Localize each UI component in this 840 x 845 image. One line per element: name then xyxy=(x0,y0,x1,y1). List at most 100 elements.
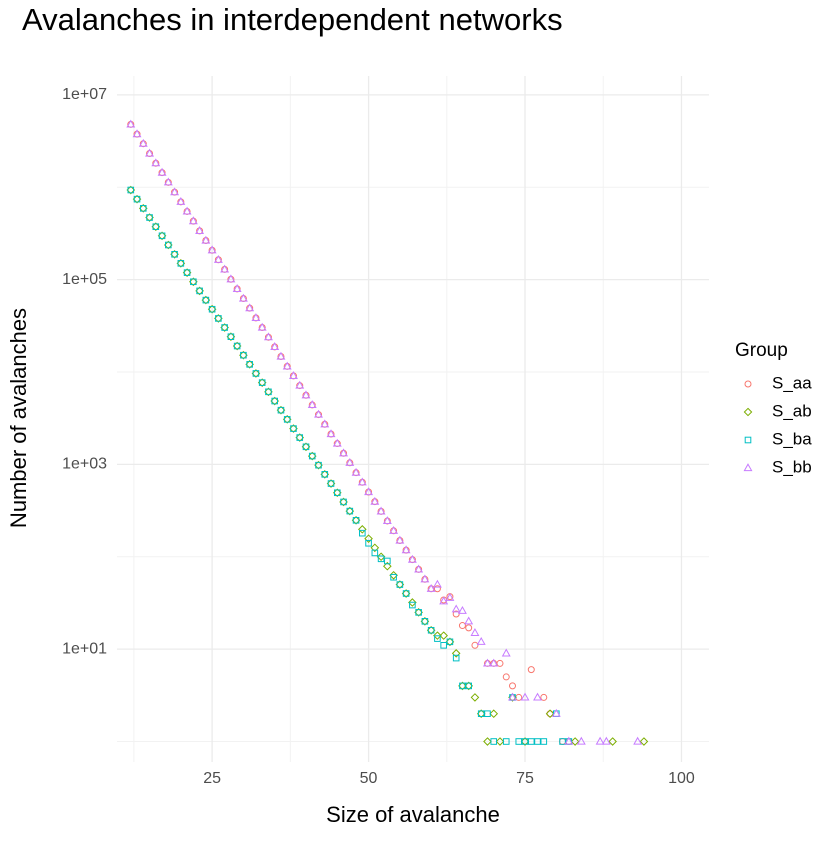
chart-title: Avalanches in interdependent networks xyxy=(22,2,563,37)
point xyxy=(327,480,335,487)
point xyxy=(527,738,535,745)
point xyxy=(177,260,185,267)
legend-label: S_aa xyxy=(772,373,812,392)
point xyxy=(195,226,205,234)
point xyxy=(439,596,449,605)
point xyxy=(551,708,561,717)
point xyxy=(470,693,480,702)
point xyxy=(320,419,330,428)
point xyxy=(290,425,297,432)
point xyxy=(426,583,436,592)
point xyxy=(433,585,441,593)
point xyxy=(365,539,372,547)
point xyxy=(452,610,460,618)
point xyxy=(601,736,611,745)
point xyxy=(283,416,291,423)
point xyxy=(270,342,280,350)
point xyxy=(158,232,166,240)
point xyxy=(227,333,235,341)
point xyxy=(496,659,504,667)
point xyxy=(520,692,530,701)
point xyxy=(226,274,236,283)
point xyxy=(196,287,203,295)
point xyxy=(471,641,479,649)
point xyxy=(314,409,323,418)
point xyxy=(390,573,397,581)
point xyxy=(152,223,160,230)
point xyxy=(633,736,643,745)
point xyxy=(171,250,178,258)
point xyxy=(414,564,424,573)
legend-key xyxy=(744,436,752,444)
point xyxy=(371,549,379,557)
point xyxy=(409,601,416,609)
point xyxy=(458,622,466,630)
point xyxy=(132,129,142,138)
x-tick-label: 100 xyxy=(668,770,695,787)
point xyxy=(389,525,399,534)
point xyxy=(183,269,191,276)
point xyxy=(340,498,347,506)
point xyxy=(415,609,422,616)
point xyxy=(213,254,223,263)
point xyxy=(201,235,211,244)
point xyxy=(357,477,367,486)
point xyxy=(527,666,535,674)
point xyxy=(302,443,310,451)
point xyxy=(465,624,473,632)
point xyxy=(151,158,161,167)
point xyxy=(376,506,386,515)
point xyxy=(296,434,304,441)
x-tick-label: 50 xyxy=(360,770,378,787)
point xyxy=(146,214,153,221)
point xyxy=(238,293,248,302)
point xyxy=(182,206,192,215)
point xyxy=(370,496,380,505)
point xyxy=(257,322,267,331)
point xyxy=(521,738,529,745)
point xyxy=(251,313,261,322)
point xyxy=(276,351,286,360)
point xyxy=(501,648,511,657)
point xyxy=(483,658,492,667)
point xyxy=(364,487,374,496)
point xyxy=(396,581,404,588)
point xyxy=(407,554,417,563)
x-tick-label: 25 xyxy=(203,770,221,787)
point xyxy=(408,598,417,607)
point xyxy=(508,692,517,701)
point xyxy=(421,618,429,625)
point xyxy=(489,658,499,667)
point xyxy=(452,654,460,662)
point xyxy=(382,516,392,525)
point xyxy=(165,241,172,249)
point xyxy=(333,489,341,497)
point xyxy=(352,517,360,524)
point xyxy=(433,631,442,640)
point xyxy=(157,167,167,176)
y-tick-label: 1e+07 xyxy=(62,86,107,103)
point xyxy=(271,397,278,405)
point xyxy=(576,736,586,745)
point xyxy=(395,535,405,544)
point xyxy=(145,148,154,157)
legend-label: S_bb xyxy=(772,457,812,476)
point xyxy=(127,186,135,194)
point xyxy=(232,284,242,292)
x-tick-label: 75 xyxy=(516,770,534,787)
point xyxy=(233,342,241,350)
point xyxy=(483,737,492,746)
point xyxy=(502,673,510,681)
point xyxy=(358,525,367,534)
point xyxy=(240,351,247,359)
point xyxy=(163,177,173,186)
point xyxy=(427,626,435,634)
point xyxy=(540,738,548,745)
point xyxy=(545,709,555,719)
point xyxy=(445,592,455,601)
point xyxy=(476,636,486,645)
point xyxy=(126,119,136,128)
x-axis-title: Size of avalanche xyxy=(326,802,500,827)
